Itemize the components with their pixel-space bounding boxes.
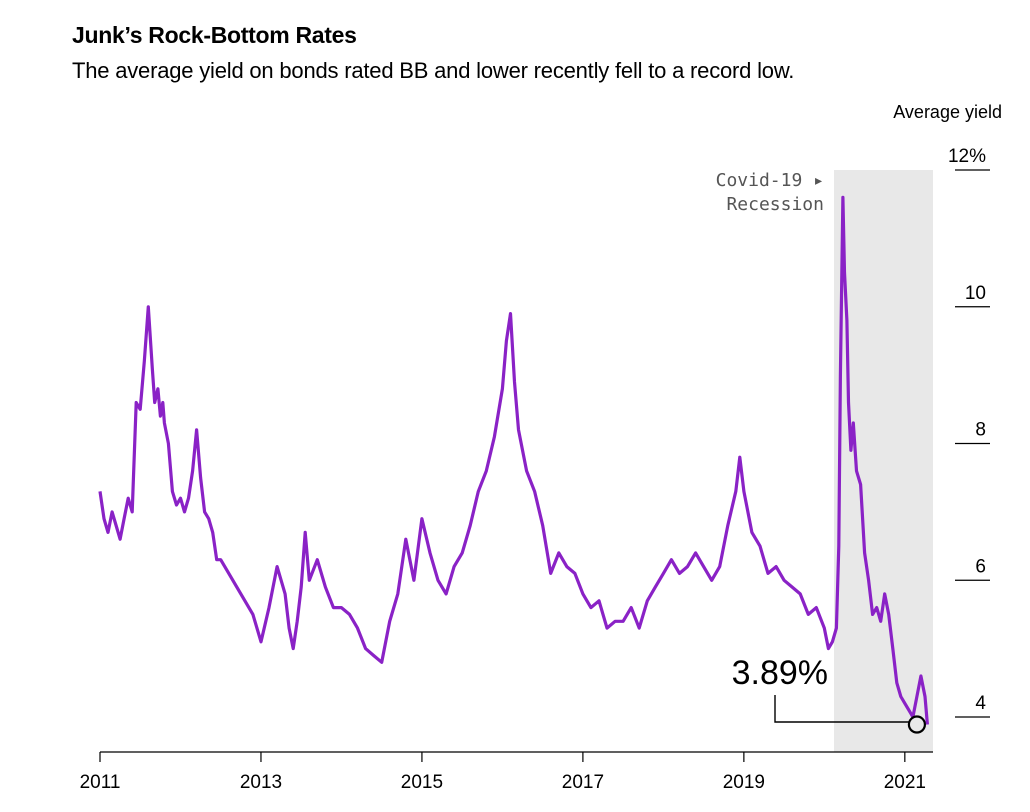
recession-shade (834, 170, 933, 752)
record-low-annotation: 3.89% (732, 654, 927, 734)
recession-label-line: Covid-19 ▸ (716, 170, 824, 191)
yield-series-line (98, 195, 929, 725)
annotation-leader (774, 695, 909, 723)
x-axis: 2011 2013 2015 2017 2019 2021 (80, 751, 933, 793)
record-low-value: 3.89% (732, 654, 828, 692)
x-tick-label: 2013 (240, 772, 282, 793)
x-tick-label: 2011 (80, 772, 121, 793)
recession-label: Covid-19 ▸ Recession (716, 170, 824, 215)
y-axis-label: Average yield (893, 102, 1002, 122)
y-tick-label: 10 (965, 283, 986, 304)
chart-subtitle: The average yield on bonds rated BB and … (72, 58, 795, 83)
y-tick-label: 6 (975, 556, 986, 577)
chart-title: Junk’s Rock-Bottom Rates (72, 22, 357, 48)
x-tick-label: 2019 (723, 772, 765, 793)
x-tick-label: 2017 (562, 772, 604, 793)
y-tick-label: 12% (948, 146, 986, 167)
x-tick-label: 2015 (401, 772, 443, 793)
y-axis: 12% 10 8 6 4 (948, 146, 990, 718)
x-tick-label: 2021 (884, 772, 926, 793)
recession-label-line: Recession (726, 194, 824, 215)
y-tick-label: 8 (975, 420, 986, 441)
y-tick-label: 4 (975, 693, 986, 714)
record-low-marker (907, 715, 927, 734)
